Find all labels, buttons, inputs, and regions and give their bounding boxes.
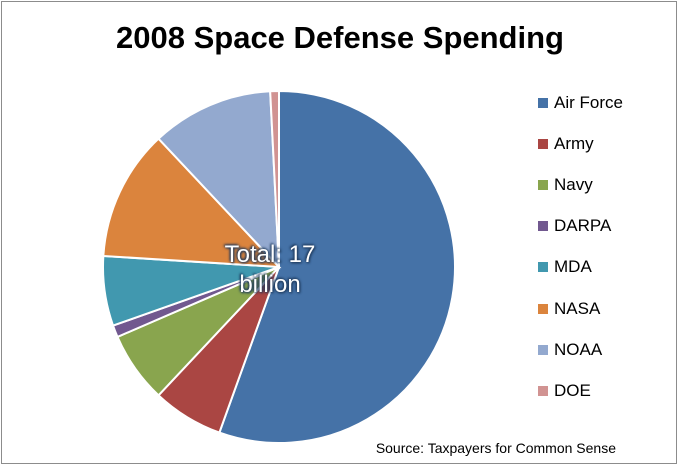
legend-label: NOAA — [554, 339, 603, 359]
legend-label: DOE — [554, 380, 591, 400]
legend-item-nasa: NASA — [538, 288, 678, 329]
legend-swatch — [538, 262, 548, 273]
legend-swatch — [538, 344, 548, 355]
center-label: Total: 17 billion — [190, 240, 350, 300]
legend-item-noaa: NOAA — [538, 329, 678, 370]
legend-item-army: Army — [538, 123, 678, 164]
legend-label: MDA — [554, 257, 592, 277]
legend-swatch — [538, 303, 548, 314]
legend-item-darpa: DARPA — [538, 206, 678, 247]
legend-swatch — [538, 97, 548, 108]
legend-swatch — [538, 221, 548, 232]
legend-item-doe: DOE — [538, 370, 678, 411]
center-label-line-1: Total: 17 — [224, 241, 316, 268]
legend-swatch — [538, 179, 548, 190]
legend-item-mda: MDA — [538, 247, 678, 288]
pie-slice-nasa — [102, 137, 282, 269]
center-label-line-2: billion — [239, 271, 301, 298]
legend-label: Army — [554, 133, 594, 153]
legend-swatch — [538, 138, 548, 149]
legend-swatch — [538, 385, 548, 396]
legend-label: DARPA — [554, 216, 612, 236]
legend-label: Navy — [554, 174, 593, 194]
pie-slice-noaa — [157, 90, 281, 270]
legend-label: NASA — [554, 298, 601, 318]
chart-title: 2008 Space Defense Spending — [116, 20, 564, 55]
legend-item-air-force: Air Force — [538, 82, 678, 123]
pie-slice-air-force — [218, 89, 456, 444]
pie-slice-doe — [269, 89, 280, 268]
legend-label: Air Force — [554, 92, 623, 112]
legend-item-navy: Navy — [538, 164, 678, 205]
source-note: Source: Taxpayers for Common Sense — [375, 440, 616, 456]
legend: Air Force Army Navy DARPA MDA NASA NOAA DOE — [538, 82, 678, 412]
